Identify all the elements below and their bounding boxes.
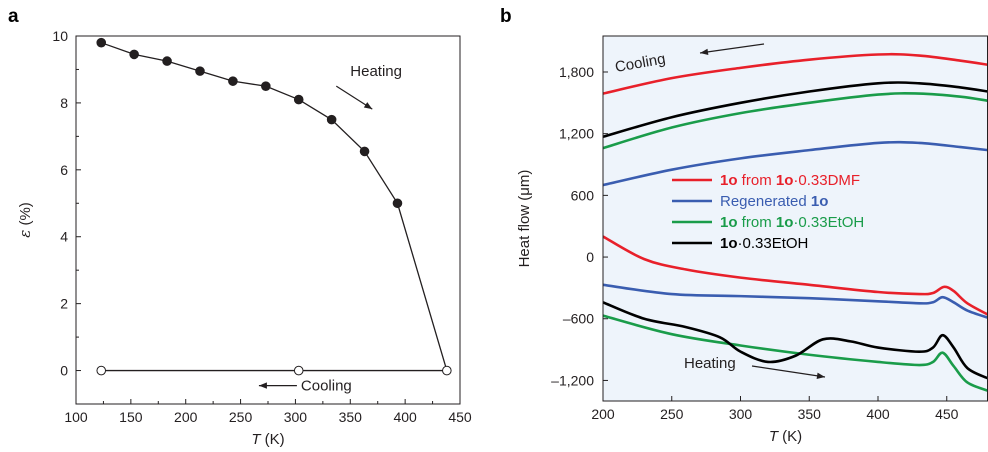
heating-point xyxy=(228,76,238,86)
x-tick-label-b: 350 xyxy=(798,406,822,422)
heating-point xyxy=(261,81,271,91)
heating-point xyxy=(392,198,403,209)
plot-background-b xyxy=(603,36,988,401)
arrow-cooling-b xyxy=(699,43,765,56)
series-0-heating-curve xyxy=(603,235,988,316)
cooling-point xyxy=(442,365,452,376)
series-3-cooling-curve xyxy=(603,81,988,139)
legend-entry: 1o·0.33EtOH xyxy=(720,235,808,252)
y-axis-label-a: ε (%) xyxy=(16,202,34,238)
panel-label-a: a xyxy=(8,6,19,27)
annotation-heating-a: Heating xyxy=(335,63,402,110)
arrow-cooling-a xyxy=(258,382,297,389)
cooling-point xyxy=(293,365,304,376)
legend-entry: 1o from 1o·0.33DMF xyxy=(720,172,860,189)
x-tick-label-a: 350 xyxy=(339,409,363,425)
x-tick-label-b: 200 xyxy=(591,406,615,422)
y-tick-label-a: 0 xyxy=(60,363,68,379)
heating-point xyxy=(96,37,107,48)
x-tick-label-a: 200 xyxy=(174,409,198,425)
y-tick-label-b: 600 xyxy=(571,187,595,203)
y-tick-label-b: 1,800 xyxy=(559,64,594,80)
x-tick-label-b: 400 xyxy=(866,406,890,422)
series-0-cooling-curve xyxy=(603,52,988,95)
x-tick-label-b: 450 xyxy=(935,406,959,422)
x-tick-label-a: 300 xyxy=(284,409,308,425)
x-axis-label-b: T (K) xyxy=(769,428,802,445)
x-tick-label-b: 300 xyxy=(729,406,753,422)
heating-point xyxy=(129,49,139,60)
chart-b: b 200 250 300 350 400 450 –1,200 –600 0 600 1,200 1… xyxy=(500,6,988,445)
x-tick-label-a: 100 xyxy=(64,409,88,425)
cooling-point xyxy=(96,365,107,376)
arrow-heating-b xyxy=(751,365,826,379)
x-axis-label-a: T (K) xyxy=(251,431,284,448)
panel-label-b: b xyxy=(500,6,512,27)
annotation-heating-text-b: Heating xyxy=(684,355,736,372)
arrow-heating-a xyxy=(335,85,373,110)
series-1-cooling-curve xyxy=(603,140,988,187)
legend-entry: 1o from 1o·0.33EtOH xyxy=(720,214,864,231)
x-tick-label-a: 400 xyxy=(393,409,417,425)
series-2-heating-curve xyxy=(603,314,988,392)
y-tick-label-b: 1,200 xyxy=(559,126,594,142)
annotation-cooling-a: Cooling xyxy=(258,378,352,395)
x-tick-label-b: 250 xyxy=(660,406,684,422)
legend-b: 1o from 1o·0.33DMF Regenerated 1o 1o from … xyxy=(672,172,864,252)
series-3-heating-curve xyxy=(603,301,988,380)
annotation-heating-text: Heating xyxy=(350,63,402,80)
x-tick-label-a: 150 xyxy=(119,409,143,425)
heating-point xyxy=(293,94,304,105)
y-tick-label-b: –600 xyxy=(563,311,594,327)
series-1-heating-curve xyxy=(603,283,988,319)
y-tick-label-b: 0 xyxy=(586,249,594,265)
series-2-cooling-curve xyxy=(603,92,988,150)
heating-point xyxy=(195,66,205,76)
x-tick-label-a: 250 xyxy=(229,409,253,425)
heating-point xyxy=(326,114,337,125)
y-tick-label-a: 6 xyxy=(60,162,68,178)
y-axis-label-b: Heat flow (μm) xyxy=(516,170,533,268)
heating-point xyxy=(359,146,370,157)
y-tick-label-a: 10 xyxy=(52,28,68,44)
annotation-cooling-text: Cooling xyxy=(301,378,352,395)
y-tick-label-b: –1,200 xyxy=(551,372,594,388)
heating-point xyxy=(162,56,172,66)
legend-entry: Regenerated 1o xyxy=(720,193,828,210)
y-tick-label-a: 4 xyxy=(60,229,68,245)
y-tick-label-a: 8 xyxy=(60,95,68,111)
annotation-heating-b: Heating xyxy=(684,355,826,379)
x-tick-label-a: 450 xyxy=(448,409,472,425)
y-tick-label-a: 2 xyxy=(60,296,68,312)
